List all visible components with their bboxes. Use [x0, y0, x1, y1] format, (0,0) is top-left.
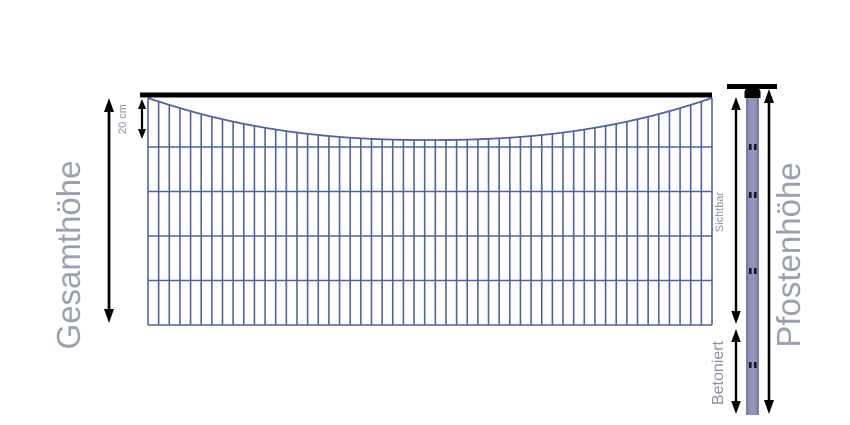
svg-text:20 cm: 20 cm — [117, 104, 129, 134]
svg-text:Sichtbar: Sichtbar — [714, 191, 726, 232]
svg-text:Pfostenhöhe: Pfostenhöhe — [770, 162, 807, 347]
svg-text:Betoniert: Betoniert — [710, 340, 727, 405]
svg-text:Gesamthöhe: Gesamthöhe — [50, 161, 87, 350]
